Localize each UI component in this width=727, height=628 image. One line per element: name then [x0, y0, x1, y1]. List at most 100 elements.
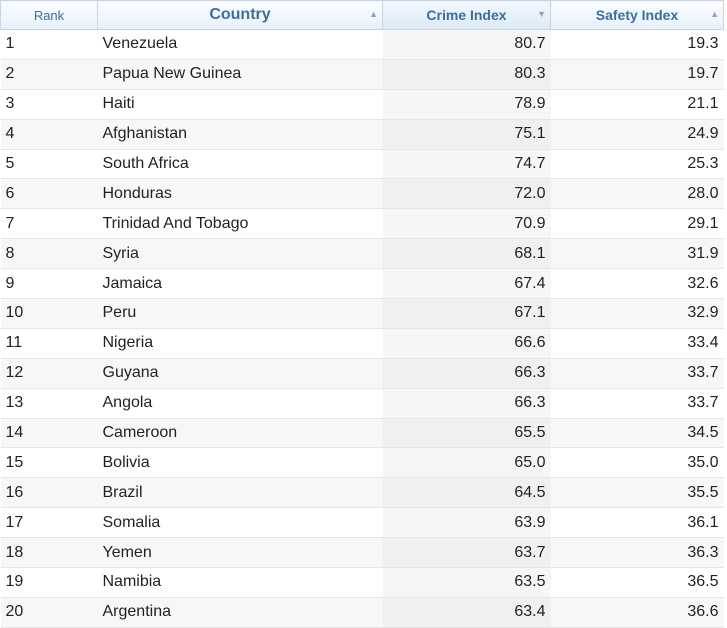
table-row: 17 Somalia 63.9 36.1	[0, 507, 724, 539]
country-cell: Somalia	[97, 507, 383, 539]
table-row: 2 Papua New Guinea 80.3 19.7	[0, 59, 724, 90]
rank-cell: 18	[0, 537, 98, 569]
table-row: 20 Argentina 63.4 36.6	[0, 597, 724, 628]
safety-index-cell: 36.6	[550, 597, 724, 628]
crime-index-cell: 63.7	[382, 537, 551, 569]
table-body: 1 Venezuela 80.7 19.3 2 Papua New Guinea 80.3 1…	[0, 29, 724, 628]
safety-index-cell: 28.0	[550, 178, 724, 210]
table-row: 6 Honduras 72.0 28.0	[0, 178, 724, 210]
country-cell: Brazil	[97, 477, 383, 509]
crime-index-cell: 80.7	[382, 29, 551, 60]
country-cell: Cameroon	[97, 418, 383, 449]
table-row: 19 Namibia 63.5 36.5	[0, 567, 724, 598]
safety-index-cell: 19.3	[550, 29, 724, 60]
country-cell: Angola	[97, 388, 383, 419]
country-cell: Guyana	[97, 358, 383, 389]
table-row: 18 Yemen 63.7 36.3	[0, 537, 724, 569]
rank-cell: 13	[0, 388, 98, 419]
table-row: 8 Syria 68.1 31.9	[0, 238, 724, 270]
sort-descending-icon: ▼	[537, 9, 546, 19]
country-cell: South Africa	[97, 149, 383, 180]
safety-index-cell: 35.0	[550, 447, 724, 479]
rank-cell: 14	[0, 418, 98, 449]
crime-index-cell: 68.1	[382, 238, 551, 270]
safety-index-cell: 31.9	[550, 238, 724, 270]
country-cell: Papua New Guinea	[97, 59, 383, 90]
table-row: 11 Nigeria 66.6 33.4	[0, 328, 724, 359]
crime-index-cell: 65.5	[382, 418, 551, 449]
safety-index-cell: 34.5	[550, 418, 724, 449]
table-row: 1 Venezuela 80.7 19.3	[0, 29, 724, 60]
crime-index-header-label: Crime Index	[426, 7, 507, 23]
rank-cell: 15	[0, 447, 98, 479]
rank-cell: 9	[0, 268, 98, 300]
safety-index-cell: 19.7	[550, 59, 724, 90]
crime-index-cell: 75.1	[382, 119, 551, 150]
rank-cell: 20	[0, 597, 98, 628]
safety-index-cell: 35.5	[550, 477, 724, 509]
table-row: 9 Jamaica 67.4 32.6	[0, 268, 724, 300]
rank-cell: 17	[0, 507, 98, 539]
rank-cell: 16	[0, 477, 98, 509]
table-header: Rank Country ▲ Crime Index ▼ Safety Inde…	[0, 0, 724, 30]
safety-index-cell: 36.1	[550, 507, 724, 539]
country-cell: Argentina	[97, 597, 383, 628]
crime-index-cell: 67.1	[382, 298, 551, 329]
crime-index-cell: 72.0	[382, 178, 551, 210]
table-row: 15 Bolivia 65.0 35.0	[0, 447, 724, 479]
rank-cell: 3	[0, 89, 98, 120]
crime-index-cell: 63.4	[382, 597, 551, 628]
safety-index-header-label: Safety Index	[595, 7, 679, 23]
country-header-label: Country	[209, 6, 271, 23]
rank-cell: 5	[0, 149, 98, 180]
country-cell: Venezuela	[97, 29, 383, 60]
safety-index-column-header[interactable]: Safety Index ▲	[550, 0, 724, 30]
country-cell: Yemen	[97, 537, 383, 569]
table-row: 13 Angola 66.3 33.7	[0, 388, 724, 419]
rank-cell: 7	[0, 208, 98, 240]
rank-cell: 19	[0, 567, 98, 598]
crime-index-cell: 74.7	[382, 149, 551, 180]
safety-index-cell: 24.9	[550, 119, 724, 150]
country-column-header[interactable]: Country ▲	[97, 0, 383, 30]
crime-index-cell: 78.9	[382, 89, 551, 120]
table-row: 14 Cameroon 65.5 34.5	[0, 418, 724, 449]
rank-header-label: Rank	[33, 7, 65, 23]
rank-column-header[interactable]: Rank	[0, 0, 98, 30]
safety-index-cell: 33.7	[550, 358, 724, 389]
crime-index-cell: 70.9	[382, 208, 551, 240]
table-row: 10 Peru 67.1 32.9	[0, 298, 724, 329]
safety-index-cell: 33.7	[550, 388, 724, 419]
crime-index-cell: 67.4	[382, 268, 551, 300]
table-row: 5 South Africa 74.7 25.3	[0, 149, 724, 180]
country-cell: Bolivia	[97, 447, 383, 479]
sort-ascending-icon: ▲	[369, 9, 378, 19]
country-cell: Haiti	[97, 89, 383, 120]
safety-index-cell: 32.9	[550, 298, 724, 329]
country-cell: Trinidad And Tobago	[97, 208, 383, 240]
table-row: 4 Afghanistan 75.1 24.9	[0, 119, 724, 150]
header-row: Rank Country ▲ Crime Index ▼ Safety Inde…	[0, 0, 724, 30]
rank-cell: 12	[0, 358, 98, 389]
rank-cell: 6	[0, 178, 98, 210]
safety-index-cell: 36.5	[550, 567, 724, 598]
table-row: 7 Trinidad And Tobago 70.9 29.1	[0, 208, 724, 240]
crime-index-cell: 65.0	[382, 447, 551, 479]
crime-index-column-header[interactable]: Crime Index ▼	[382, 0, 551, 30]
table-row: 3 Haiti 78.9 21.1	[0, 89, 724, 120]
country-cell: Syria	[97, 238, 383, 270]
country-cell: Jamaica	[97, 268, 383, 300]
crime-index-cell: 80.3	[382, 59, 551, 90]
safety-index-cell: 21.1	[550, 89, 724, 120]
safety-index-cell: 32.6	[550, 268, 724, 300]
country-cell: Nigeria	[97, 328, 383, 359]
crime-index-cell: 66.3	[382, 358, 551, 389]
safety-index-cell: 33.4	[550, 328, 724, 359]
crime-index-cell: 63.5	[382, 567, 551, 598]
sort-ascending-icon: ▲	[710, 9, 719, 19]
rank-cell: 1	[0, 29, 98, 60]
country-cell: Peru	[97, 298, 383, 329]
crime-index-cell: 64.5	[382, 477, 551, 509]
safety-index-cell: 29.1	[550, 208, 724, 240]
